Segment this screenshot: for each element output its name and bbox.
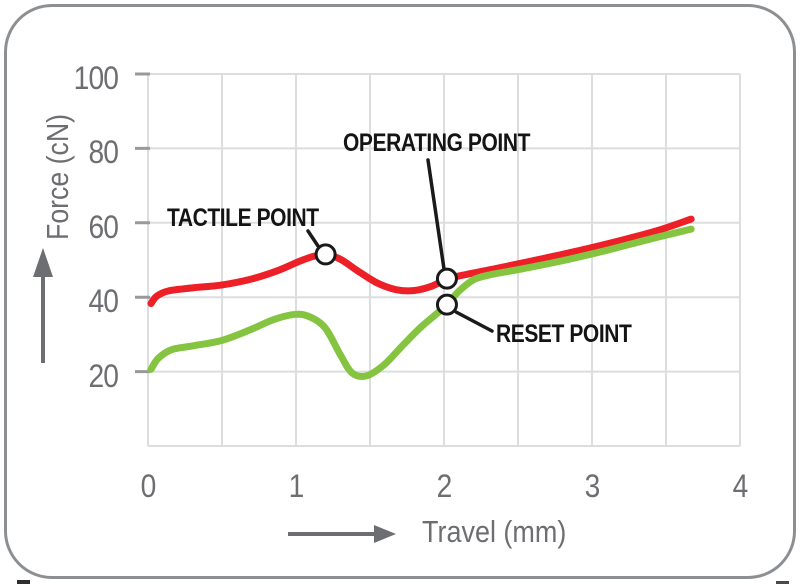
y-tick-label-40: 40 — [88, 283, 118, 320]
y-tick-label-60: 60 — [88, 208, 118, 245]
crop-artifact-left — [17, 580, 30, 584]
y-tick-label-80: 80 — [88, 134, 118, 171]
x-tick-label-0: 0 — [140, 468, 157, 504]
annotation-reset-point: RESET POINT — [496, 320, 632, 348]
x-tick-label-4: 4 — [732, 468, 749, 504]
x-tick-label-1: 1 — [288, 468, 305, 504]
y-tick-label-100: 100 — [73, 60, 119, 96]
x-axis-title: Travel (mm) — [422, 514, 567, 549]
annotation-tactile-point: TACTILE POINT — [167, 204, 319, 232]
x-tick-label-2: 2 — [436, 468, 453, 504]
annotation-operating-point: OPERATING POINT — [343, 129, 530, 157]
crop-artifact-right — [776, 581, 789, 584]
x-tick-label-3: 3 — [584, 468, 601, 504]
figure-frame — [4, 4, 796, 579]
y-tick-label-20: 20 — [88, 357, 118, 394]
